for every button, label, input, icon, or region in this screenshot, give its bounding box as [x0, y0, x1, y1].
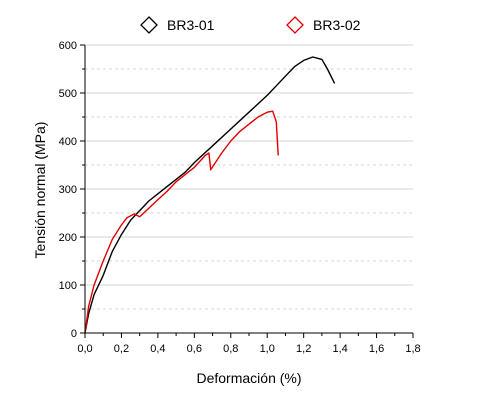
x-tick-label: 1,4 — [332, 343, 347, 355]
legend-label-br3-01: BR3-01 — [167, 17, 215, 33]
y-tick-label: 400 — [59, 136, 77, 148]
x-tick-label: 1,6 — [369, 343, 384, 355]
legend-marker-br3-02 — [286, 16, 304, 34]
legend: BR3-01 BR3-02 — [140, 16, 361, 34]
x-axis-label: Deformación (%) — [196, 370, 301, 386]
y-tick-label: 300 — [59, 184, 77, 196]
minor-gridlines — [85, 68, 413, 310]
legend-label-br3-02: BR3-02 — [313, 17, 361, 33]
major-gridlines — [85, 44, 413, 286]
x-tick-label: 1,0 — [260, 343, 275, 355]
x-tick-label: 1,8 — [405, 343, 420, 355]
y-tick-label: 500 — [59, 88, 77, 100]
series-line-br3-02 — [84, 110, 279, 334]
x-tick-label: 0,8 — [223, 343, 238, 355]
y-tick-label: 100 — [59, 280, 77, 292]
y-tick-label: 600 — [59, 40, 77, 52]
x-tick-label: 0,0 — [77, 343, 92, 355]
x-tick-label: 0,2 — [114, 343, 129, 355]
x-axis: 0,0 0,2 0,4 0,6 0,8 1,0 1,2 1,4 1,6 1,8 — [77, 333, 421, 355]
legend-item-br3-01: BR3-01 — [140, 16, 215, 34]
y-tick-label: 0 — [71, 328, 77, 340]
x-tick-label: 0,6 — [187, 343, 202, 355]
series-line-br3-01 — [84, 56, 336, 334]
y-axis-label: Tensión normal (MPa) — [32, 122, 48, 259]
legend-marker-br3-01 — [140, 16, 158, 34]
series-lines — [84, 56, 336, 334]
x-tick-label: 0,4 — [150, 343, 165, 355]
y-tick-label: 200 — [59, 232, 77, 244]
y-axis: 0 100 200 300 400 500 600 — [59, 40, 85, 340]
legend-item-br3-02: BR3-02 — [286, 16, 361, 34]
x-tick-label: 1,2 — [296, 343, 311, 355]
